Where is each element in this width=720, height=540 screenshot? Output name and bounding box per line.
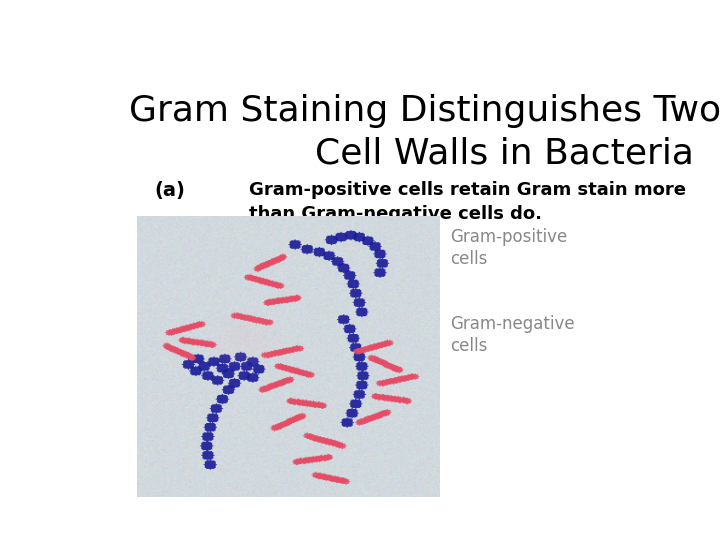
- Text: Gram-positive cells retain Gram stain more
than Gram-negative cells do.: Gram-positive cells retain Gram stain mo…: [249, 181, 686, 223]
- Text: Gram Staining Distinguishes Two Types of
Cell Walls in Bacteria: Gram Staining Distinguishes Two Types of…: [129, 94, 720, 170]
- Text: Gram-negative
cells: Gram-negative cells: [450, 315, 575, 355]
- Text: Gram-positive
cells: Gram-positive cells: [450, 228, 567, 268]
- Text: (a): (a): [154, 181, 185, 200]
